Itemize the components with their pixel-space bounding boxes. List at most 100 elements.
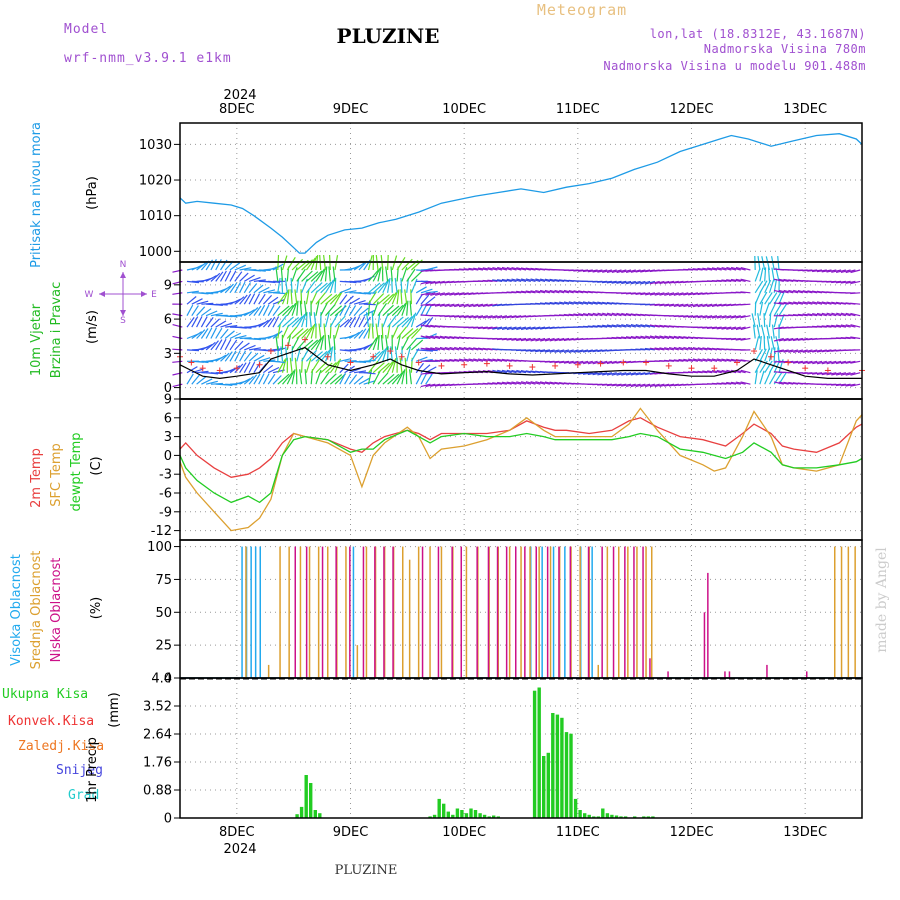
- wind-arrow: [425, 349, 438, 352]
- y-tick-label: 0: [164, 672, 172, 687]
- wind-arrow: [778, 349, 789, 353]
- wind-arrow: [568, 337, 579, 341]
- wind-arrow: [760, 324, 766, 339]
- wind-arrow: [291, 369, 296, 385]
- y-tick-label: 0.88: [143, 784, 172, 799]
- wind-arrow: [616, 280, 627, 284]
- wind-arrow: [277, 373, 290, 385]
- wind-arrow: [368, 282, 381, 294]
- precip-bar: [492, 815, 496, 818]
- wind-arrow: [377, 348, 387, 362]
- wind-arrow: [477, 315, 488, 319]
- wind-arrow: [339, 294, 348, 305]
- wind-arrow: [401, 315, 413, 328]
- wind-arrow: [277, 359, 286, 373]
- wind-arrow: [563, 301, 574, 305]
- wind-arrow: [812, 360, 823, 365]
- wind-arrow: [711, 370, 722, 374]
- wind-arrow: [840, 280, 851, 284]
- wind-arrow: [563, 360, 574, 364]
- wind-arrow: [372, 350, 385, 362]
- wind-arrow: [344, 304, 351, 316]
- wind-arrow: [243, 293, 252, 305]
- wind-arrow: [616, 312, 627, 317]
- wind-arrow: [775, 267, 780, 282]
- wind-arrow: [773, 289, 784, 294]
- wind-arrow: [754, 268, 761, 282]
- wind-arrow: [425, 266, 438, 271]
- precip-panel: 0 0.88 1.76 2.64 3.52 4.4: [143, 672, 863, 827]
- wind-arrow: [525, 278, 536, 282]
- wind-arrow: [812, 372, 823, 375]
- wind-arrow: [315, 292, 326, 305]
- wind-arrow: [320, 362, 333, 374]
- wind-arrow: [793, 289, 804, 294]
- wind-arrow: [473, 326, 484, 329]
- wind-arrow: [353, 316, 361, 328]
- wind-arrow: [778, 278, 789, 282]
- wind-arrow: [592, 312, 603, 317]
- wind-arrow: [659, 335, 670, 340]
- wind-arrow: [318, 323, 322, 339]
- wind-arrow: [654, 383, 665, 388]
- wind-arrow: [673, 303, 684, 307]
- wind-arrow: [248, 276, 261, 282]
- wind-arrow: [334, 323, 340, 339]
- wind-arrow: [707, 267, 718, 271]
- wind-arrow: [263, 364, 274, 374]
- wind-arrow: [320, 335, 325, 351]
- wind-arrow: [186, 296, 197, 305]
- wind-arrow: [625, 383, 636, 387]
- cloud-low-bar: [633, 546, 635, 678]
- precip-bar: [299, 806, 304, 818]
- wind-arrow: [835, 360, 847, 365]
- precip-bar: [464, 813, 469, 818]
- wind-arrow: [468, 267, 479, 271]
- wind-arrow: [563, 313, 574, 317]
- wind-arrow: [406, 346, 411, 362]
- wind-arrow: [771, 256, 775, 271]
- wind-arrow: [544, 381, 555, 385]
- cloud-low-bar: [569, 546, 572, 678]
- wind-arrow: [756, 324, 761, 339]
- wind-arrow: [329, 292, 341, 305]
- wind-arrow: [372, 293, 385, 305]
- wind-arrow: [611, 372, 622, 376]
- y-tick-label: 9: [164, 393, 172, 408]
- wind-arrow: [391, 358, 397, 373]
- wind-arrow: [286, 370, 295, 385]
- temp-dewpt-line: [179, 429, 863, 504]
- cloud-mid-bar: [508, 546, 511, 678]
- wind-arrow: [740, 291, 751, 294]
- precip-convective-label: Konvek.Kisa: [8, 714, 94, 729]
- precip-bar: [318, 813, 322, 818]
- wind-arrow: [597, 301, 608, 305]
- wind-arrow: [606, 324, 617, 328]
- wind-arrow: [835, 383, 846, 387]
- cloud-low-bar: [294, 546, 296, 678]
- wind-arrow: [415, 304, 423, 317]
- cloud-high-bar: [552, 546, 555, 678]
- wind-arrow: [420, 304, 427, 316]
- wind-arrow: [239, 272, 249, 282]
- wind-arrow: [410, 326, 423, 339]
- wind-arrow: [706, 326, 718, 329]
- wind-arrow: [286, 289, 290, 305]
- wind-arrow: [850, 372, 861, 376]
- wind-arrow: [463, 347, 474, 351]
- wind-arrow: [601, 383, 612, 386]
- wind-arrow: [267, 304, 275, 316]
- wind-arrow: [229, 262, 241, 271]
- wind-arrow: [602, 269, 613, 273]
- wind-arrow: [812, 349, 823, 353]
- wind-arrow: [530, 278, 541, 282]
- wind-arrow: [306, 339, 319, 351]
- wind-arrow: [716, 315, 727, 319]
- wind-arrow: [239, 281, 246, 294]
- wind-arrow: [716, 369, 727, 374]
- wind-arrow: [766, 336, 771, 350]
- wind-arrow: [625, 269, 636, 273]
- wind-arrow: [530, 326, 541, 330]
- wind-arrow: [640, 348, 651, 351]
- y-tick-label: 50: [155, 606, 172, 621]
